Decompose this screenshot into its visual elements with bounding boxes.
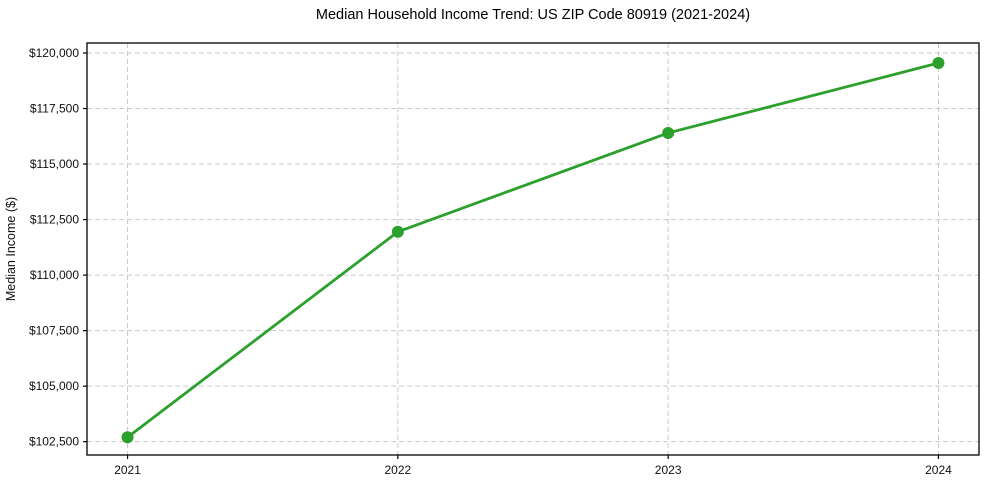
x-tick-label: 2022 [384,463,411,477]
trend-line [126,61,940,439]
data-point-2022 [391,225,404,238]
data-point-2023 [662,126,675,139]
y-tick-label: $107,500 [29,324,79,338]
data-point-2024 [932,56,945,69]
plot-border [86,42,980,456]
y-tick-label: $115,000 [30,157,79,171]
y-tick-label: $105,000 [29,379,79,393]
y-tick-label: $117,500 [30,102,79,116]
y-axis-label: Median Income ($) [4,197,18,301]
y-tick-label: $112,500 [30,213,79,227]
y-tick-label: $120,000 [29,46,79,60]
y-tick-label: $110,000 [30,268,79,282]
y-tick-label: $102,500 [29,435,79,449]
data-point-2021 [121,431,134,444]
x-tick-label: 2024 [925,463,952,477]
x-tick-label: 2021 [114,463,141,477]
x-tick-label: 2023 [655,463,682,477]
chart-title: Median Household Income Trend: US ZIP Co… [315,7,751,23]
